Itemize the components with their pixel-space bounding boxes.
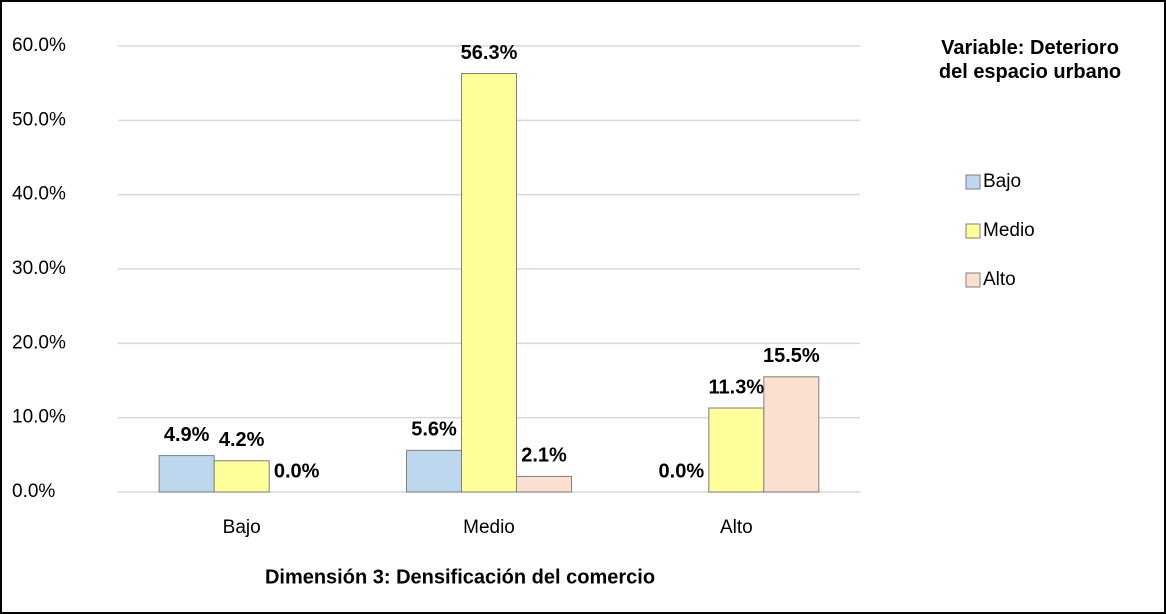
y-tick-label: 40.0% [12,184,66,205]
bar [158,455,215,493]
legend-label: Bajo [983,171,1021,192]
legend-title: Variable: Deterioro del espacio urbano [938,37,1122,83]
data-label: 2.1% [521,445,567,467]
legend-label: Medio [983,220,1035,241]
bar [763,376,820,493]
data-label: 0.0% [274,460,320,482]
legend-label: Alto [983,269,1016,290]
data-label: 56.3% [461,42,518,64]
x-tick-label: Medio [463,517,515,538]
data-label: 5.6% [411,419,457,441]
y-tick-label: 50.0% [12,109,66,130]
y-tick-label: 30.0% [12,258,66,279]
data-label: 4.9% [164,424,210,446]
x-axis-label: Dimensión 3: Densificación del comercio [265,566,655,588]
bar [708,407,765,493]
bar [461,73,517,493]
bar [516,475,572,493]
x-tick-label: Alto [720,517,753,538]
legend-swatch [965,272,981,288]
bar [213,460,270,493]
y-tick-label: 60.0% [12,35,66,56]
legend-swatch [965,174,981,190]
y-tick-label: 0.0% [12,481,55,502]
bar [406,449,462,493]
data-label: 15.5% [763,345,820,367]
legend-swatch [965,223,981,239]
y-tick-label: 20.0% [12,332,66,353]
y-tick-label: 10.0% [12,407,66,428]
x-tick-label: Bajo [223,517,261,538]
data-label: 4.2% [219,429,265,451]
data-label: 0.0% [659,460,705,482]
data-label: 11.3% [709,376,765,398]
